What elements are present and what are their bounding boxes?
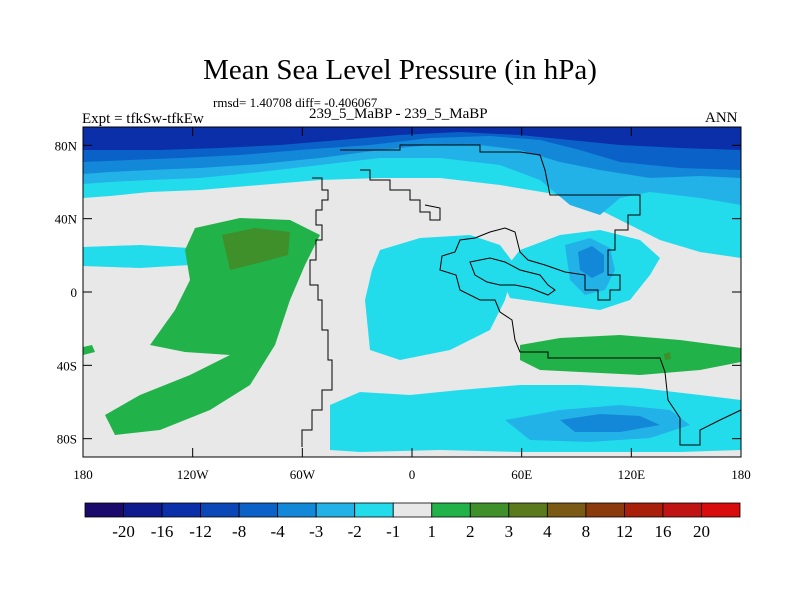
x-tick-label: 60W: [290, 467, 316, 482]
inner-landmass-outline: [469, 257, 556, 296]
colorbar-swatch: [431, 502, 471, 518]
colorbar-label: -16: [151, 522, 174, 541]
colorbar-label: 16: [654, 522, 671, 541]
colorbar-swatch: [123, 502, 163, 518]
colorbar-swatch: [84, 502, 124, 518]
x-tick-label: 60E: [511, 467, 532, 482]
indian-plus-2-dot: [664, 352, 671, 360]
y-tick-label: 80S: [57, 432, 77, 447]
colorbar-label: -4: [271, 522, 286, 541]
central-minus-1-region: [365, 235, 515, 360]
west-edge-plus-1: [83, 345, 95, 355]
colorbar-label: -20: [112, 522, 135, 541]
y-tick-label: 40N: [55, 212, 78, 227]
colorbar-label: 3: [505, 522, 514, 541]
colorbar-label: 2: [466, 522, 475, 541]
colorbar-label: -12: [189, 522, 212, 541]
colorbar-swatch: [508, 502, 548, 518]
y-tick-label: 80N: [55, 138, 78, 153]
y-axis: 80S 40S 0 40N 80N: [55, 138, 741, 447]
colorbar-swatch: [701, 502, 741, 518]
colorbar-swatch: [392, 502, 433, 518]
rmsd-diff-stats: rmsd= 1.40708 diff= -0.406067: [213, 95, 378, 110]
colorbar-swatch: [315, 502, 356, 518]
chart-title: Mean Sea Level Pressure (in hPa): [203, 54, 597, 86]
x-tick-label: 180: [73, 467, 93, 482]
east-minus-3-core: [578, 246, 604, 278]
equatorial-left-minus-1: [83, 245, 190, 268]
experiment-label: Expt = tfkSw-tfkEw: [82, 111, 204, 127]
colorbar-label: 12: [616, 522, 633, 541]
indian-plus-1-region: [520, 335, 741, 375]
pacific-plus-2-core: [222, 228, 290, 270]
x-tick-label: 120W: [177, 467, 210, 482]
colorbar-label: 4: [543, 522, 552, 541]
x-tick-label: 180: [731, 467, 751, 482]
colorbar-swatch: [624, 502, 664, 518]
interior-coast: [360, 169, 441, 221]
colorbar-label: 1: [428, 522, 437, 541]
south-minus-3-patch: [560, 414, 660, 432]
continent-outlines: [301, 144, 742, 447]
west-coastline: [301, 177, 333, 447]
colorbar-label: 8: [582, 522, 591, 541]
colorbar-swatch: [200, 502, 240, 518]
y-tick-label: 0: [71, 285, 78, 300]
season-label: ANN: [705, 110, 738, 126]
colorbar-label: -8: [232, 522, 246, 541]
y-tick-label: 40S: [57, 358, 77, 373]
colorbar-swatch: [662, 502, 702, 518]
x-axis: 180 120W 60W 0 60E 120E 180: [73, 127, 751, 482]
colorbar-swatch: [354, 502, 394, 518]
colorbar-swatch: [546, 502, 587, 518]
x-tick-label: 0: [409, 467, 416, 482]
colorbar-swatch: [161, 502, 201, 518]
case-label: 239_5_MaBP - 239_5_MaBP: [309, 106, 488, 122]
colorbar: -20 -16 -12 -8 -4 -3 -2 -1 1 2 3 4 8 12 16 20: [84, 502, 741, 541]
north-minus-8-band: [83, 127, 741, 150]
colorbar-label: -1: [386, 522, 400, 541]
colorbar-label: -2: [348, 522, 362, 541]
colorbar-label: 20: [693, 522, 710, 541]
colorbar-swatch: [585, 502, 625, 518]
northern-landmass-outline: [340, 144, 742, 446]
colorbar-swatch: [469, 502, 510, 518]
colorbar-label: -3: [309, 522, 323, 541]
colorbar-swatch: [277, 502, 317, 518]
x-tick-label: 120E: [618, 467, 646, 482]
colorbar-swatch: [238, 502, 279, 518]
pacific-plus-1-region: [105, 218, 320, 435]
